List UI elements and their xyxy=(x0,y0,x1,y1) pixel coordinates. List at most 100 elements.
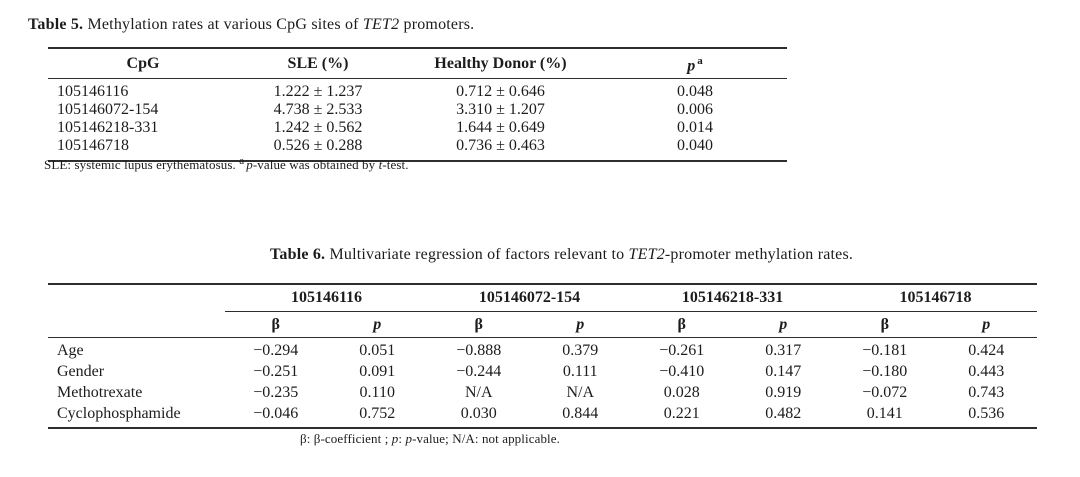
table6-row: Age −0.294 0.051 −0.888 0.379 −0.261 0.3… xyxy=(48,338,1037,362)
t6-value-cell: −0.410 xyxy=(659,362,705,380)
t6-value-cell: −0.072 xyxy=(862,383,908,401)
t5-healthy-donor-cell: 0.712 ± 0.646 xyxy=(456,83,545,100)
t6-factor-label: Age xyxy=(57,341,84,359)
t6-subheader-beta: β xyxy=(631,311,733,338)
t6-value-cell: −0.180 xyxy=(862,362,908,380)
t5-header-healthy-donor: Healthy Donor (%) xyxy=(398,48,603,79)
t6-value-cell: −0.244 xyxy=(456,362,502,380)
t6-subheader-p: p xyxy=(935,311,1038,338)
t6-factor-label: Methotrexate xyxy=(57,383,143,401)
t5-sle-cell: 1.242 ± 0.562 xyxy=(273,119,363,136)
t6-value-cell: 0.482 xyxy=(765,404,802,422)
table5-footnote: SLE: systemic lupus erythematosus. a p-va… xyxy=(44,155,409,173)
table5-caption: Table 5. Methylation rates at various Cp… xyxy=(28,16,474,34)
t5-cpg-cell: 105146218-331 xyxy=(57,119,159,136)
table6-row: Cyclophosphamide −0.046 0.752 0.030 0.84… xyxy=(48,403,1037,428)
table6-caption: Table 6. Multivariate regression of fact… xyxy=(270,246,853,264)
t5-cpg-cell: 105146116 xyxy=(57,83,129,100)
t6-footnote-p-symbol-1: p xyxy=(391,431,399,446)
t5-sle-cell: 1.222 ± 1.237 xyxy=(273,83,363,100)
t6-value-cell: 0.752 xyxy=(359,404,396,422)
t5-footnote-t-symbol: t xyxy=(378,157,383,172)
t6-value-cell: −0.294 xyxy=(253,341,299,359)
t6-value-cell: −0.261 xyxy=(659,341,705,359)
table5-row: 105146718 0.526 ± 0.288 0.736 ± 0.463 0.… xyxy=(48,137,787,161)
t6-value-cell: 0.030 xyxy=(460,404,497,422)
t5-healthy-donor-cell: 1.644 ± 0.649 xyxy=(456,119,545,136)
t6-value-cell: 0.111 xyxy=(562,362,598,380)
t6-footnote-text3: -value; N/A: not applicable. xyxy=(412,431,560,446)
t6-factor-label: Gender xyxy=(57,362,105,380)
table5-caption-text-post: promoters. xyxy=(399,16,475,33)
t5-footnote-text1: SLE: systemic lupus erythematosus. xyxy=(44,157,240,172)
t6-value-cell: 0.379 xyxy=(562,341,599,359)
t6-value-cell: 0.424 xyxy=(968,341,1005,359)
t6-footnote-text1: β: β-coefficient ; xyxy=(300,431,392,446)
t6-value-cell: −0.251 xyxy=(253,362,299,380)
t5-p-cell: 0.014 xyxy=(677,119,713,136)
table6-caption-gene: TET2 xyxy=(628,246,665,263)
table6-caption-text-pre: Multivariate regression of factors relev… xyxy=(325,246,629,263)
t6-value-cell: 0.919 xyxy=(765,383,802,401)
t5-header-sle: SLE (%) xyxy=(238,48,398,79)
t6-group-header-105146072-154: 105146072-154 xyxy=(428,284,632,312)
t6-value-cell: −0.046 xyxy=(253,404,299,422)
t5-footnote-p-symbol: p xyxy=(246,157,253,172)
t6-value-cell: 0.443 xyxy=(968,362,1005,380)
t5-p-cell: 0.040 xyxy=(677,137,713,154)
t5-header-cpg: CpG xyxy=(48,48,238,79)
table6-footnote: β: β-coefficient ; p: p-value; N/A: not … xyxy=(300,431,560,447)
t5-footnote-text3: -test. xyxy=(382,157,409,172)
t5-p-cell: 0.006 xyxy=(677,101,713,118)
t6-subheader-beta: β xyxy=(834,311,936,338)
t6-group-header-105146116: 105146116 xyxy=(225,284,428,312)
t6-subheader-p: p xyxy=(732,311,835,338)
t6-subheader-beta: β xyxy=(225,311,327,338)
table5-caption-label: Table 5. xyxy=(28,16,84,33)
table5-row: 105146116 1.222 ± 1.237 0.712 ± 0.646 0.… xyxy=(48,79,787,102)
t6-value-cell: −0.181 xyxy=(862,341,908,359)
table6-group-header-row: 105146116 105146072-154 105146218-331 10… xyxy=(48,284,1038,312)
table6: 105146116 105146072-154 105146218-331 10… xyxy=(48,283,1038,429)
t5-cpg-cell: 105146718 xyxy=(57,137,129,154)
t6-subheader-p: p xyxy=(529,311,632,338)
t6-value-cell: 0.844 xyxy=(562,404,599,422)
t6-factor-label: Cyclophosphamide xyxy=(57,404,181,422)
t6-subheader-empty xyxy=(48,311,225,338)
t5-p-cell: 0.048 xyxy=(677,83,713,100)
table6-subheader-row: β p β p β p β p xyxy=(48,311,1038,338)
table6-caption-label: Table 6. xyxy=(270,246,326,263)
table5-row: 105146218-331 1.242 ± 0.562 1.644 ± 0.64… xyxy=(48,119,787,137)
t5-cpg-cell: 105146072-154 xyxy=(57,101,159,118)
table6-row: Gender −0.251 0.091 −0.244 0.111 −0.410 … xyxy=(48,361,1037,382)
t5-healthy-donor-cell: 3.310 ± 1.207 xyxy=(456,101,545,118)
t5-sle-cell: 4.738 ± 2.533 xyxy=(273,101,363,118)
t6-value-cell: 0.147 xyxy=(765,362,802,380)
t6-value-cell: 0.221 xyxy=(663,404,700,422)
t6-value-cell: 0.051 xyxy=(359,341,396,359)
t5-healthy-donor-cell: 0.736 ± 0.463 xyxy=(456,137,545,154)
t6-footnote-text2: : xyxy=(398,431,406,446)
table6-row: Methotrexate −0.235 0.110 N/A N/A 0.028 … xyxy=(48,382,1037,403)
t5-header-p-superscript: a xyxy=(697,54,703,67)
t6-group-header-105146718: 105146718 xyxy=(834,284,1038,312)
t6-value-cell: 0.091 xyxy=(359,362,396,380)
t6-value-cell: 0.110 xyxy=(359,383,395,401)
t6-value-cell: 0.743 xyxy=(968,383,1005,401)
t5-header-p-symbol: p xyxy=(687,57,696,75)
t5-footnote-text2: -value was obtained by xyxy=(252,157,379,172)
table5-caption-text-pre: Methylation rates at various CpG sites o… xyxy=(83,16,363,33)
t6-value-cell: 0.028 xyxy=(663,383,700,401)
t6-footnote-p-symbol-2: p xyxy=(405,431,413,446)
t6-value-cell: 0.536 xyxy=(968,404,1005,422)
t6-subheader-beta: β xyxy=(428,311,530,338)
t6-value-cell: 0.141 xyxy=(866,404,903,422)
table6-caption-text-post: -promoter methylation rates. xyxy=(664,246,854,263)
t6-value-cell: 0.317 xyxy=(765,341,802,359)
t6-corner-cell xyxy=(48,284,225,312)
t6-value-cell: −0.888 xyxy=(456,341,502,359)
t5-sle-cell: 0.526 ± 0.288 xyxy=(273,137,363,154)
